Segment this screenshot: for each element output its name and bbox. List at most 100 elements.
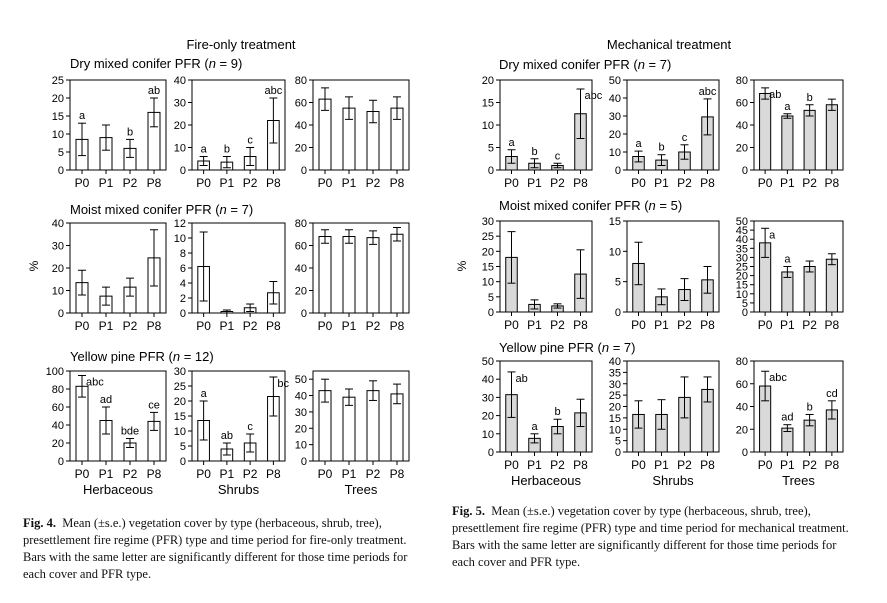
bar	[759, 93, 772, 171]
significance-letter: abc	[585, 90, 603, 102]
bar	[781, 115, 794, 171]
y-tick-label: 80	[52, 384, 64, 396]
y-tick-label: 0	[488, 165, 494, 177]
significance-letter: bde	[121, 426, 139, 438]
x-tick-label: P1	[99, 467, 114, 481]
x-tick-label: P2	[123, 319, 138, 333]
y-tick-label: 5	[615, 436, 621, 448]
plot-frame	[499, 360, 593, 453]
y-tick-label: 0	[742, 165, 748, 177]
significance-letter: a	[508, 137, 515, 149]
x-tick-label: P2	[123, 467, 138, 481]
row-title: Yellow pine PFR (n = 12)	[70, 349, 214, 364]
figure-5-caption-text: Mean (±s.e.) vegetation cover by type (h…	[452, 504, 849, 569]
y-tick-label: 25	[736, 262, 748, 274]
y-tick-label: 15	[482, 98, 494, 110]
x-tick-label: P0	[318, 467, 333, 481]
x-tick-label: P0	[758, 458, 773, 472]
significance-letter: b	[224, 144, 230, 156]
plot-frame	[626, 220, 720, 313]
x-tick-label: P0	[504, 458, 519, 472]
significance-letter: a	[201, 144, 208, 156]
y-tick-label: 30	[295, 407, 307, 419]
row-title-part: = 7)	[645, 57, 671, 72]
row-title-part: n	[602, 340, 609, 355]
y-tick-label: 30	[174, 366, 186, 378]
x-tick-label: P8	[266, 319, 281, 333]
y-tick-label: 5	[488, 292, 494, 304]
y-tick-label: 0	[301, 308, 307, 320]
row-title: Dry mixed conifer PFR (n = 7)	[499, 57, 671, 72]
figure-4-caption-text: Mean (±s.e.) vegetation cover by type (h…	[23, 516, 408, 581]
row-title: Moist mixed conifer PFR (n = 5)	[499, 198, 682, 213]
row-title-part: Yellow pine PFR (	[70, 349, 174, 364]
row-title: Yellow pine PFR (n = 7)	[499, 340, 635, 355]
y-tick-label: 20	[736, 271, 748, 283]
y-tick-label: 15	[52, 111, 64, 123]
y-tick-label: 40	[482, 374, 494, 386]
x-tick-label: P2	[123, 176, 138, 190]
row-title-part: Moist mixed conifer PFR (	[70, 202, 220, 217]
y-tick-label: 40	[174, 75, 186, 87]
significance-letter: c	[247, 135, 253, 147]
bar	[342, 396, 356, 462]
y-tick-label: 30	[482, 216, 494, 228]
row-title-part: = 9)	[216, 56, 242, 71]
y-tick-label: 2	[180, 293, 186, 305]
y-tick-label: 30	[482, 392, 494, 404]
bar	[366, 390, 380, 462]
y-tick-label: 60	[295, 241, 307, 253]
y-tick-label: 40	[295, 263, 307, 275]
y-tick-label: 25	[609, 390, 621, 402]
y-tick-label: 60	[736, 379, 748, 391]
y-tick-label: 0	[488, 307, 494, 319]
column-label: Shrubs	[652, 473, 694, 488]
x-tick-label: P0	[196, 319, 211, 333]
x-tick-label: P2	[366, 176, 381, 190]
panel-f5-r0-c1: 0 10 20 30 40 50 P0 a P1 b P2 c P8 abc	[609, 75, 720, 190]
x-tick-label: P2	[802, 318, 817, 332]
panel-f4-r1-c0: 0 10 20 30 40 P0 P1 P2 P8	[52, 218, 167, 333]
panel-f5-r2-c0: 0 10 20 30 40 50 P0 ab P1 a P2 b P8	[482, 356, 593, 472]
y-tick-label: 45	[736, 225, 748, 237]
y-tick-label: 0	[615, 447, 621, 459]
x-tick-label: P1	[780, 176, 795, 190]
x-tick-label: P0	[196, 176, 211, 190]
x-tick-label: P0	[758, 318, 773, 332]
y-tick-label: 25	[52, 75, 64, 87]
y-tick-label: 10	[609, 246, 621, 258]
y-tick-label: 10	[174, 143, 186, 155]
y-tick-label: 0	[180, 165, 186, 177]
x-tick-label: P1	[654, 318, 669, 332]
y-tick-label: 0	[180, 308, 186, 320]
bar	[781, 271, 794, 313]
significance-letter: a	[784, 254, 791, 266]
x-tick-label: P2	[243, 319, 258, 333]
y-tick-label: 40	[295, 391, 307, 403]
significance-letter: a	[531, 421, 538, 433]
y-tick-label: 10	[295, 440, 307, 452]
y-tick-label: 80	[295, 75, 307, 87]
y-tick-label: 80	[295, 218, 307, 230]
significance-letter: cd	[826, 388, 838, 400]
x-tick-label: P0	[504, 318, 519, 332]
y-tick-label: 12	[174, 218, 186, 230]
panel-f4-r2-c2: 0 10 20 30 40 50 P0 P1 P2 P8	[295, 370, 410, 481]
y-tick-label: 0	[301, 456, 307, 468]
y-tick-label: 5	[742, 298, 748, 310]
y-tick-label: 40	[736, 120, 748, 132]
y-tick-label: 10	[736, 289, 748, 301]
x-tick-label: P0	[75, 176, 90, 190]
y-tick-label: 30	[609, 379, 621, 391]
x-tick-label: P8	[700, 318, 715, 332]
x-tick-label: P1	[342, 176, 357, 190]
bar	[803, 266, 816, 313]
x-tick-label: P1	[654, 458, 669, 472]
row-title-part: Moist mixed conifer PFR (	[499, 198, 649, 213]
y-tick-label: 6	[180, 263, 186, 275]
y-tick-label: 35	[736, 243, 748, 255]
y-tick-label: 20	[295, 423, 307, 435]
y-tick-label: 5	[488, 143, 494, 155]
figure-4-caption-label: Fig. 4.	[23, 516, 56, 530]
x-tick-label: P8	[573, 458, 588, 472]
